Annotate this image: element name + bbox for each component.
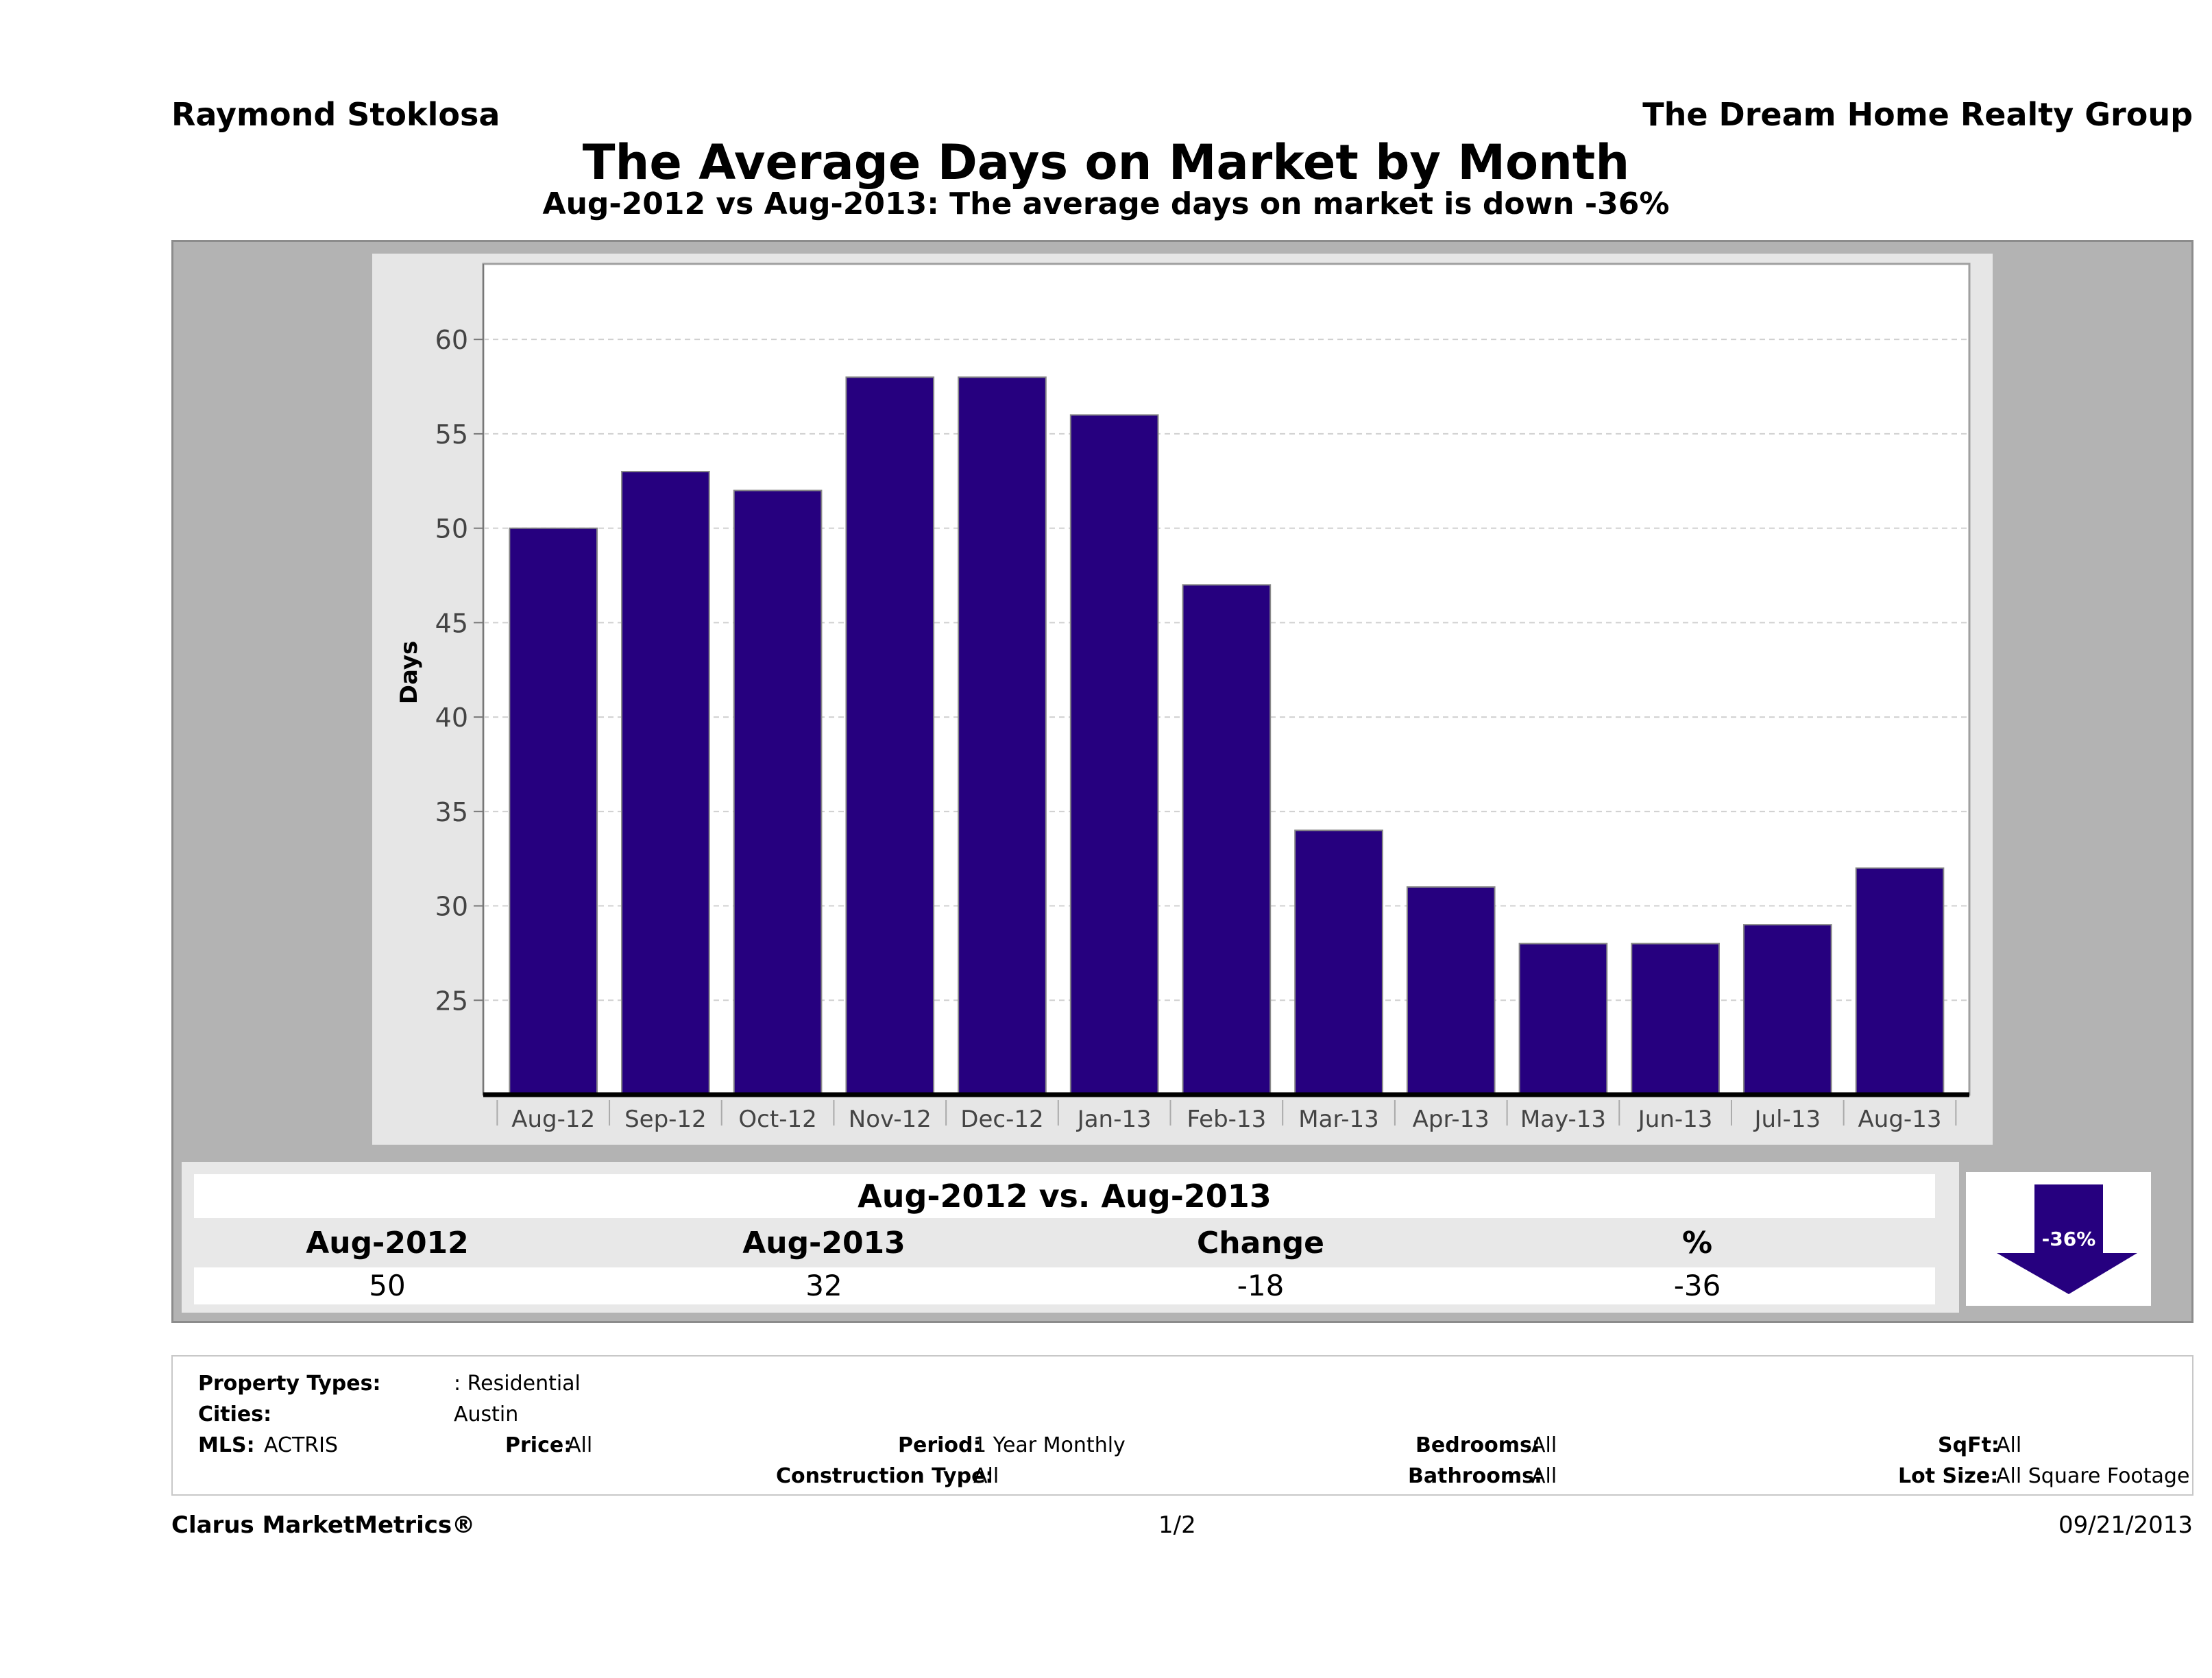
x-tick-label: Oct-12: [738, 1106, 816, 1133]
summary-header-aug2012: Aug-2012: [306, 1226, 469, 1261]
bar-Nov-12: [845, 376, 935, 1096]
y-tick-label: 55: [435, 420, 468, 450]
summary-value-percent: -36: [1673, 1269, 1721, 1302]
mls-label: MLS:: [198, 1433, 255, 1457]
x-tick-label: Sep-12: [624, 1106, 707, 1133]
summary-title: Aug-2012 vs. Aug-2013: [194, 1174, 1935, 1218]
lot-size-value: All Square Footage: [1996, 1464, 2190, 1488]
bar-Jun-13: [1631, 943, 1720, 1095]
x-tick-label: Aug-13: [1858, 1106, 1942, 1133]
bar-Dec-12: [958, 376, 1047, 1096]
bar-chart: 25 30 35 40 45 50 55 60 Aug-12 Sep-12 Oct-12 Nov-12…: [396, 263, 1971, 1133]
summary-header-aug2013: Aug-2013: [742, 1226, 906, 1261]
change-badge-label: -36%: [2042, 1228, 2096, 1250]
construction-type-label: Construction Type:: [776, 1464, 994, 1488]
chart-frame: 25 30 35 40 45 50 55 60 Aug-12 Sep-12 Oct-12 Nov-12…: [372, 254, 1993, 1145]
cities-label: Cities:: [198, 1402, 272, 1426]
summary-value-aug2013: 32: [805, 1269, 842, 1302]
sqft-label: SqFt:: [1938, 1433, 2000, 1457]
summary-table: Aug-2012 vs. Aug-2013 Aug-2012 Aug-2013 …: [182, 1162, 1959, 1313]
report-date: 09/21/2013: [2058, 1511, 2193, 1539]
x-tick-label: Feb-13: [1187, 1106, 1266, 1133]
page-subtitle: Aug-2012 vs Aug-2013: The average days o…: [542, 186, 1670, 221]
property-types-label: Property Types:: [198, 1372, 381, 1396]
page-title: The Average Days on Market by Month: [582, 134, 1630, 191]
bar-Sep-12: [621, 471, 710, 1095]
bar-Apr-13: [1406, 886, 1496, 1095]
x-tick-label: Dec-12: [960, 1106, 1043, 1133]
mls-value: ACTRIS: [264, 1433, 339, 1457]
cities-value: Austin: [454, 1402, 519, 1426]
bar-Aug-13: [1855, 867, 1945, 1095]
property-criteria: Property Types: : Residential Cities: Au…: [171, 1355, 2193, 1496]
summary-value-change: -18: [1237, 1269, 1285, 1302]
x-tick-label: Nov-12: [849, 1106, 932, 1133]
page-number: 1/2: [1158, 1511, 1196, 1539]
bar-Jan-13: [1069, 414, 1159, 1095]
construction-type-value: All: [973, 1464, 999, 1488]
property-types-value: : Residential: [454, 1372, 581, 1396]
period-value: 1 Year Monthly: [973, 1433, 1126, 1457]
change-badge: -36%: [1966, 1172, 2151, 1306]
y-tick-label: 60: [435, 325, 468, 355]
summary-header-change: Change: [1197, 1226, 1324, 1261]
sqft-value: All: [1996, 1433, 2022, 1457]
summary-value-aug2012: 50: [369, 1269, 406, 1302]
agent-name: Raymond Stoklosa: [171, 96, 500, 133]
price-label: Price:: [505, 1433, 572, 1457]
y-tick-label: 50: [435, 514, 468, 544]
x-tick-label: Mar-13: [1298, 1106, 1379, 1133]
bedrooms-label: Bedrooms:: [1415, 1433, 1540, 1457]
x-tick-label: Jan-13: [1076, 1106, 1152, 1133]
x-tick-label: Jun-13: [1637, 1106, 1713, 1133]
bar-Oct-12: [733, 489, 823, 1095]
footer-brand: Clarus MarketMetrics®: [171, 1511, 476, 1539]
y-tick-label: 35: [435, 797, 468, 827]
bathrooms-label: Bathrooms:: [1408, 1464, 1542, 1488]
y-tick-label: 25: [435, 986, 468, 1016]
bar-May-13: [1518, 943, 1608, 1095]
y-tick-label: 30: [435, 892, 468, 922]
bar-Aug-12: [509, 527, 598, 1095]
summary-value-row: [194, 1267, 1935, 1304]
bar-Mar-13: [1294, 829, 1383, 1095]
bedrooms-value: All: [1531, 1433, 1557, 1457]
y-axis-label: Days: [396, 641, 423, 705]
period-label: Period:: [898, 1433, 982, 1457]
y-tick-label: 40: [435, 703, 468, 733]
bar-Jul-13: [1742, 924, 1832, 1095]
down-arrow-icon: -36%: [1997, 1184, 2137, 1294]
price-value: All: [567, 1433, 593, 1457]
bathrooms-value: All: [1531, 1464, 1557, 1488]
summary-header-percent: %: [1681, 1226, 1713, 1261]
x-tick-label: Aug-12: [511, 1106, 595, 1133]
bar-Feb-13: [1182, 584, 1272, 1096]
y-tick-label: 45: [435, 608, 468, 638]
x-tick-label: May-13: [1520, 1106, 1606, 1133]
x-tick-label: Apr-13: [1413, 1106, 1490, 1133]
company-name: The Dream Home Realty Group: [1642, 96, 2193, 133]
x-tick-label: Jul-13: [1753, 1106, 1821, 1133]
lot-size-label: Lot Size:: [1898, 1464, 1999, 1488]
